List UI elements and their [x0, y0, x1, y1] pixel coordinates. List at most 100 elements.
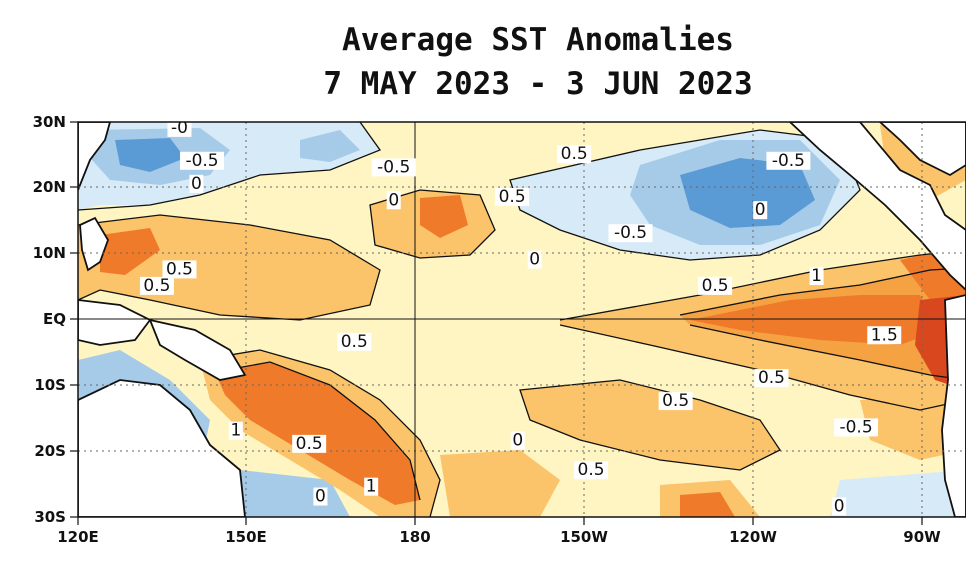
contour-label: 0 — [529, 250, 540, 270]
land-south-america — [941, 294, 966, 517]
x-tick-label: 150W — [560, 528, 608, 546]
contour-label-bg — [809, 267, 824, 285]
x-tick-label: 180 — [399, 528, 430, 546]
x-tick-label: 120E — [57, 528, 99, 546]
contour-line — [519, 379, 781, 471]
contour-label: -0.5 — [772, 151, 805, 171]
contour-label: 1 — [366, 477, 377, 497]
cool-region — [680, 158, 815, 228]
y-tick-label: 30S — [34, 508, 66, 526]
graticule — [78, 122, 966, 517]
land-masses — [78, 122, 966, 517]
land-indonesia — [78, 299, 152, 346]
contour-label-bg — [867, 326, 902, 345]
contour-label: 1 — [811, 266, 822, 286]
contour-label: 0.5 — [499, 187, 526, 207]
contour-label: -0.5 — [839, 417, 872, 437]
x-axis: 120E 150E 180 150W 120W 90W — [57, 517, 941, 546]
contour-label: 0.5 — [561, 144, 588, 164]
contour-label-bg — [371, 158, 416, 177]
contour-label-bg — [189, 174, 204, 193]
land-north-america-east — [878, 122, 966, 177]
cool-region — [300, 130, 360, 162]
warm-region — [520, 380, 780, 470]
warm-region — [860, 395, 966, 460]
contour-label: 0 — [191, 174, 202, 194]
y-tick-label: 10N — [33, 244, 66, 262]
contour-label: 1 — [230, 421, 241, 441]
contour-line — [78, 214, 381, 321]
contour-label: 0.5 — [702, 276, 729, 296]
contour-lines — [78, 122, 966, 517]
contour-label: 0 — [755, 200, 766, 220]
warm-region — [215, 362, 420, 505]
contour-label-bg — [753, 201, 768, 220]
contour-label-bg — [180, 151, 225, 170]
map-title-line2: 7 MAY 2023 - 3 JUN 2023 — [323, 66, 753, 102]
contour-label: -0.5 — [377, 157, 410, 177]
contour-label: 0.5 — [296, 434, 323, 454]
land-philippines — [79, 216, 109, 272]
positive-anomaly-regions — [78, 122, 966, 517]
contour-label: 0 — [388, 190, 399, 210]
contour-label-bg — [228, 421, 243, 440]
contour-label: 0 — [834, 496, 845, 516]
contour-label-bg — [386, 191, 401, 210]
contour-label: -0 — [171, 118, 188, 138]
contour-label-bg — [162, 260, 197, 279]
contour-label-bg — [832, 497, 847, 516]
contour-label: 0.5 — [578, 460, 605, 480]
y-tick-label: 30N — [33, 113, 66, 131]
contour-label: 0.5 — [143, 276, 170, 296]
contour-line — [689, 324, 966, 381]
contour-label-bg — [167, 122, 192, 137]
contour-label: -0.5 — [185, 151, 218, 171]
contour-label-bg — [608, 224, 653, 243]
contour-line — [78, 122, 382, 211]
warm-region — [420, 195, 468, 238]
contour-line — [679, 267, 966, 316]
warm-region — [100, 228, 160, 275]
contour-label: 0.5 — [758, 368, 785, 388]
contour-label-bg — [364, 477, 379, 496]
cool-region — [115, 138, 185, 172]
contour-label-bg — [766, 151, 811, 170]
contour-line — [369, 189, 496, 259]
land-north-america — [788, 122, 966, 292]
x-tick-label: 120W — [729, 528, 777, 546]
contour-label-bg — [698, 276, 733, 295]
contour-label-bg — [313, 487, 328, 506]
contour-label-bg — [292, 434, 327, 453]
contour-label: -0.5 — [614, 223, 647, 243]
land-australia — [78, 379, 246, 517]
land-new-guinea — [148, 318, 247, 381]
contour-label-bg — [574, 461, 609, 480]
contour-label-bg — [139, 276, 174, 295]
contour-label-bg — [337, 332, 372, 351]
contour-line — [509, 129, 861, 261]
map-title-line1: Average SST Anomalies — [342, 22, 734, 58]
land-asia — [78, 122, 111, 191]
warm-region — [680, 492, 735, 517]
contour-label-bg — [658, 392, 693, 411]
contour-label: 0.5 — [166, 259, 193, 279]
contour-label: 1.5 — [871, 325, 898, 345]
contour-label-bg — [510, 431, 525, 450]
contour-line — [199, 349, 441, 517]
contour-label: 0 — [512, 431, 523, 451]
contour-line — [214, 361, 421, 501]
y-tick-label: 20S — [34, 442, 66, 460]
x-tick-label: 150E — [225, 528, 267, 546]
contour-label-bg — [557, 145, 592, 164]
x-tick-label: 90W — [903, 528, 941, 546]
contour-label: 0.5 — [341, 332, 368, 352]
contour-label-bg — [834, 418, 879, 437]
y-tick-label: 20N — [33, 178, 66, 196]
contour-label: 0.5 — [662, 391, 689, 411]
y-axis: 30N 20N 10N EQ 10S 20S 30S — [33, 113, 78, 526]
contour-line — [559, 324, 966, 411]
cool-region — [830, 470, 966, 517]
y-tick-label: 10S — [34, 376, 66, 394]
